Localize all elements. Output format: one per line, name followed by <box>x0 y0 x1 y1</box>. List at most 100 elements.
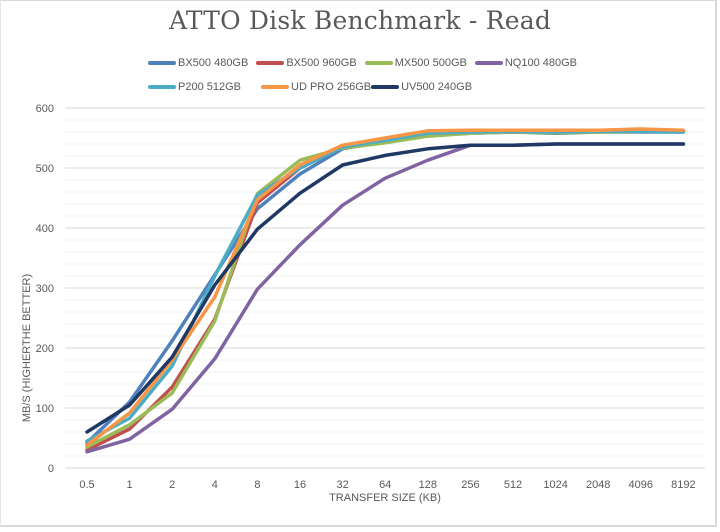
x-tick-label: 8192 <box>671 479 695 491</box>
legend-swatch <box>261 85 289 89</box>
data-point <box>214 284 216 286</box>
legend-row: BX500 480GB BX500 960GB MX500 500GB NQ10… <box>148 51 588 75</box>
legend-swatch <box>364 61 393 65</box>
data-point <box>512 129 514 131</box>
data-point <box>512 144 514 146</box>
data-point <box>171 340 173 342</box>
data-point <box>640 130 642 132</box>
data-point <box>384 154 386 156</box>
legend-item[interactable]: UD PRO 256GB <box>261 81 371 93</box>
legend-row: P200 512GB UD PRO 256GB UV500 240GB <box>148 75 588 99</box>
legend-label: UD PRO 256GB <box>291 81 372 93</box>
legend-swatch <box>371 85 400 89</box>
data-point <box>597 143 599 145</box>
data-point <box>427 135 429 137</box>
legend-swatch <box>474 61 503 65</box>
data-point <box>384 139 386 141</box>
data-point <box>129 428 131 430</box>
data-point <box>427 148 429 150</box>
x-axis-label: TRANSFER SIZE (KB) <box>329 492 441 504</box>
data-point <box>171 408 173 410</box>
legend-item[interactable]: UV500 240GB <box>371 81 472 93</box>
data-point <box>469 129 471 131</box>
data-point <box>129 424 131 426</box>
data-point <box>86 440 88 442</box>
x-tick-label: 4096 <box>629 479 653 491</box>
y-axis-label: MB/S (HIGHERTHE BETTER) <box>21 274 33 422</box>
legend-item[interactable]: BX500 480GB <box>148 57 248 69</box>
x-tick-label: 8 <box>254 479 260 491</box>
data-point <box>299 244 301 246</box>
data-point <box>171 365 173 367</box>
data-point <box>555 129 557 131</box>
data-point <box>342 164 344 166</box>
series-lines <box>85 127 686 454</box>
y-tick-label: 0 <box>48 463 54 475</box>
legend-item[interactable]: MX500 500GB <box>364 57 467 69</box>
legend-label: MX500 500GB <box>394 57 467 69</box>
data-point <box>299 192 301 194</box>
data-point <box>469 144 471 146</box>
data-point <box>214 296 216 298</box>
data-point <box>427 130 429 132</box>
data-point <box>256 194 258 196</box>
data-point <box>129 438 131 440</box>
y-axis-ticks: 0 100 200 300 400 500 600 <box>36 103 54 475</box>
x-axis-ticks: 0.5 1 2 4 8 16 32 64 128 256 512 1024 2048 4096 8192 <box>79 479 695 491</box>
data-point <box>86 444 88 446</box>
x-tick-label: 4 <box>212 479 218 491</box>
chart-title: ATTO Disk Benchmark - Read <box>168 6 552 35</box>
legend-item[interactable]: BX500 960GB <box>256 57 357 69</box>
data-point <box>171 356 173 358</box>
data-point <box>256 288 258 290</box>
data-point <box>86 451 88 453</box>
gridlines <box>65 107 705 469</box>
y-tick-label: 100 <box>36 403 54 415</box>
x-tick-label: 64 <box>379 479 391 491</box>
data-point <box>214 275 216 277</box>
legend-item[interactable]: P200 512GB <box>148 81 241 93</box>
y-tick-label: 200 <box>36 343 54 355</box>
data-point <box>597 129 599 131</box>
x-tick-label: 256 <box>461 479 479 491</box>
data-point <box>214 358 216 360</box>
legend-swatch <box>148 61 176 65</box>
data-point <box>214 320 216 322</box>
data-point <box>384 137 386 139</box>
data-point <box>299 173 301 175</box>
legend-label: UV500 240GB <box>401 81 473 93</box>
data-point <box>427 132 429 134</box>
x-tick-label: 512 <box>504 479 522 491</box>
data-point <box>384 142 386 144</box>
x-tick-label: 128 <box>419 479 437 491</box>
data-point <box>384 177 386 179</box>
data-point <box>342 204 344 206</box>
chart-legend: BX500 480GB BX500 960GB MX500 500GB NQ10… <box>148 51 588 99</box>
legend-swatch <box>148 85 176 89</box>
data-point <box>129 417 131 419</box>
y-tick-label: 400 <box>36 223 54 235</box>
legend-label: BX500 480GB <box>178 57 249 69</box>
data-point <box>86 431 88 433</box>
data-point <box>299 159 301 161</box>
x-tick-label: 16 <box>294 479 306 491</box>
legend-label: BX500 960GB <box>286 57 357 69</box>
legend-item[interactable]: NQ100 480GB <box>474 57 577 69</box>
data-point <box>129 412 131 414</box>
data-point <box>256 199 258 201</box>
legend-swatch <box>256 61 285 65</box>
x-tick-label: 1024 <box>543 479 567 491</box>
data-point <box>129 404 131 406</box>
data-point <box>171 392 173 394</box>
data-point <box>299 167 301 169</box>
legend-label: P200 512GB <box>178 81 241 93</box>
data-point <box>299 164 301 166</box>
y-tick-label: 600 <box>36 103 54 115</box>
y-tick-label: 300 <box>36 283 54 295</box>
data-point <box>256 228 258 230</box>
data-point <box>555 143 557 145</box>
x-tick-label: 0.5 <box>79 479 94 491</box>
x-tick-label: 1 <box>127 479 133 491</box>
data-point <box>640 128 642 130</box>
